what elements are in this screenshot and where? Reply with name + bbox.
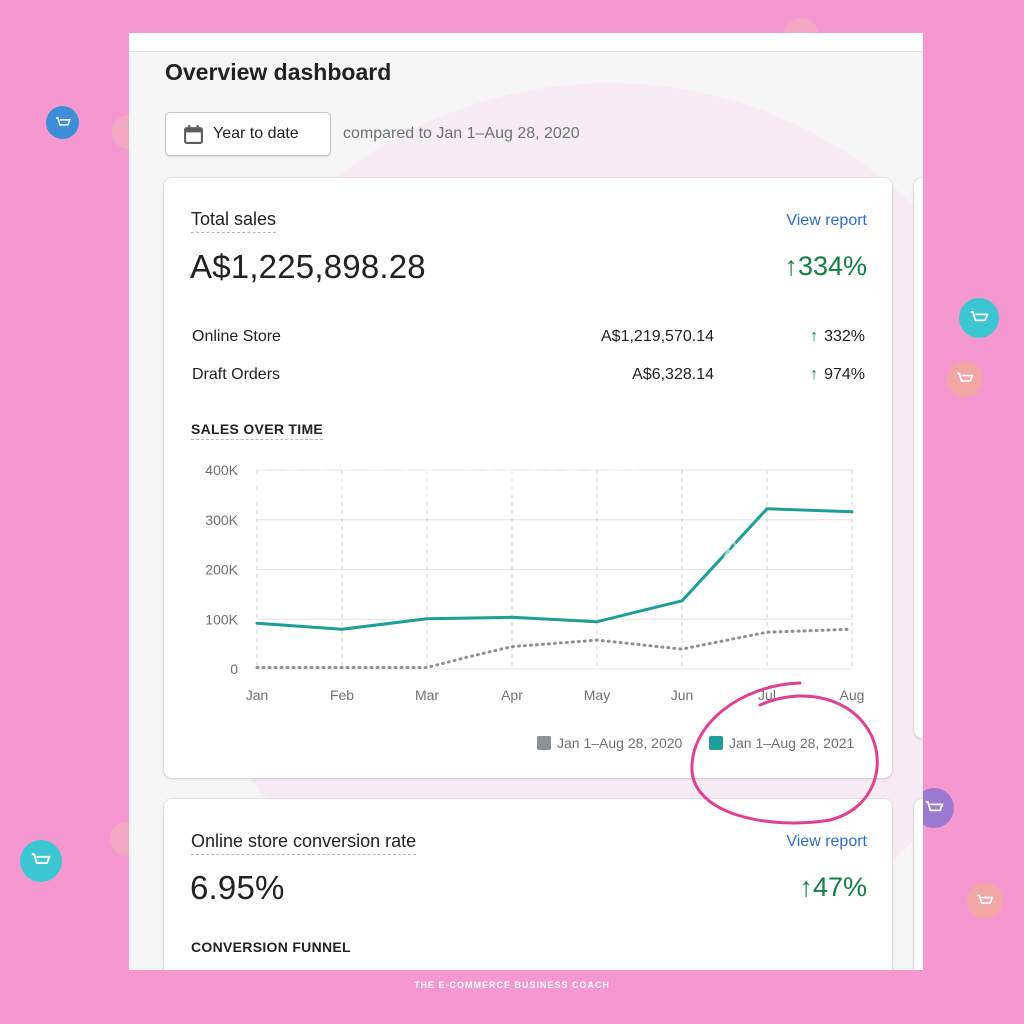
x-tick-label: Jan xyxy=(246,687,269,703)
top-bar xyxy=(129,33,923,52)
legend-label-2021: Jan 1–Aug 28, 2021 xyxy=(729,735,855,751)
next-card-edge xyxy=(914,178,923,738)
dashboard-screenshot: Overview dashboard Year to date compared… xyxy=(129,33,923,970)
date-range-label: Year to date xyxy=(213,125,299,142)
series-line-2021 xyxy=(255,507,854,631)
legend-swatch-2020 xyxy=(537,736,551,750)
x-tick-label: May xyxy=(584,687,610,703)
total-sales-title[interactable]: Total sales xyxy=(191,209,277,233)
conversion-view-report-link[interactable]: View report xyxy=(786,833,867,850)
row-draft-orders-change-value: 974% xyxy=(824,366,865,383)
row-draft-orders-value: A$6,328.14 xyxy=(632,366,714,383)
legend-item-2020: Jan 1–Aug 28, 2020 xyxy=(537,735,682,751)
y-tick-label: 300K xyxy=(205,512,238,528)
sales-over-time-label[interactable]: SALES OVER TIME xyxy=(191,421,324,440)
arrow-up-icon: ↑ xyxy=(810,366,819,383)
x-tick-label: Feb xyxy=(330,687,354,703)
x-tick-label: Mar xyxy=(415,687,439,703)
row-online-store-change: ↑ 332% xyxy=(810,328,865,346)
conversion-rate-title[interactable]: Online store conversion rate xyxy=(191,831,417,855)
cart-icon xyxy=(967,883,1003,919)
calendar-icon xyxy=(184,124,203,144)
total-sales-card: Total sales View report A$1,225,898.28 ↑… xyxy=(164,178,892,778)
sales-over-time-chart: 400K 300K 200K 100K 0 Jan Feb Mar Apr May Jun Jul Au… xyxy=(205,462,865,703)
row-draft-orders-label: Draft Orders xyxy=(192,366,281,383)
y-tick-label: 100K xyxy=(205,611,238,627)
conversion-funnel-label: CONVERSION FUNNEL xyxy=(191,939,351,955)
footer-brand: THE E-COMMERCE BUSINESS COACH xyxy=(413,980,610,990)
x-tick-label: Aug xyxy=(840,687,865,703)
row-online-store-label: Online Store xyxy=(192,328,281,345)
y-tick-label: 400K xyxy=(205,462,238,478)
conversion-rate-value: 6.95% xyxy=(190,869,285,906)
total-sales-value: A$1,225,898.28 xyxy=(190,248,426,285)
legend-swatch-2021 xyxy=(709,736,723,750)
y-tick-label: 0 xyxy=(230,661,238,677)
next-card-edge xyxy=(914,799,923,970)
date-range-button[interactable]: Year to date xyxy=(165,112,331,156)
row-online-store-value: A$1,219,570.14 xyxy=(601,328,714,345)
arrow-up-icon: ↑ xyxy=(810,328,819,345)
conversion-rate-card: Online store conversion rate View report… xyxy=(164,799,892,970)
cart-icon xyxy=(20,840,62,882)
series-line-2020 xyxy=(255,627,854,669)
total-sales-view-report-link[interactable]: View report xyxy=(786,212,867,229)
legend-item-2021: Jan 1–Aug 28, 2021 xyxy=(709,735,854,751)
page-title: Overview dashboard xyxy=(165,59,392,85)
cart-icon xyxy=(959,298,999,338)
cart-icon xyxy=(46,106,79,139)
legend-label-2020: Jan 1–Aug 28, 2020 xyxy=(557,735,683,751)
x-tick-label: Apr xyxy=(501,687,523,703)
y-tick-label: 200K xyxy=(205,562,238,578)
total-sales-change: ↑334% xyxy=(784,251,867,281)
x-tick-label: Jun xyxy=(671,687,694,703)
row-draft-orders-change: ↑ 974% xyxy=(810,366,865,384)
conversion-rate-change: ↑47% xyxy=(799,872,867,902)
row-online-store-change-value: 332% xyxy=(824,328,865,345)
x-tick-label: Jul xyxy=(758,687,776,703)
cart-icon xyxy=(947,361,983,397)
comparison-text: compared to Jan 1–Aug 28, 2020 xyxy=(343,125,580,142)
